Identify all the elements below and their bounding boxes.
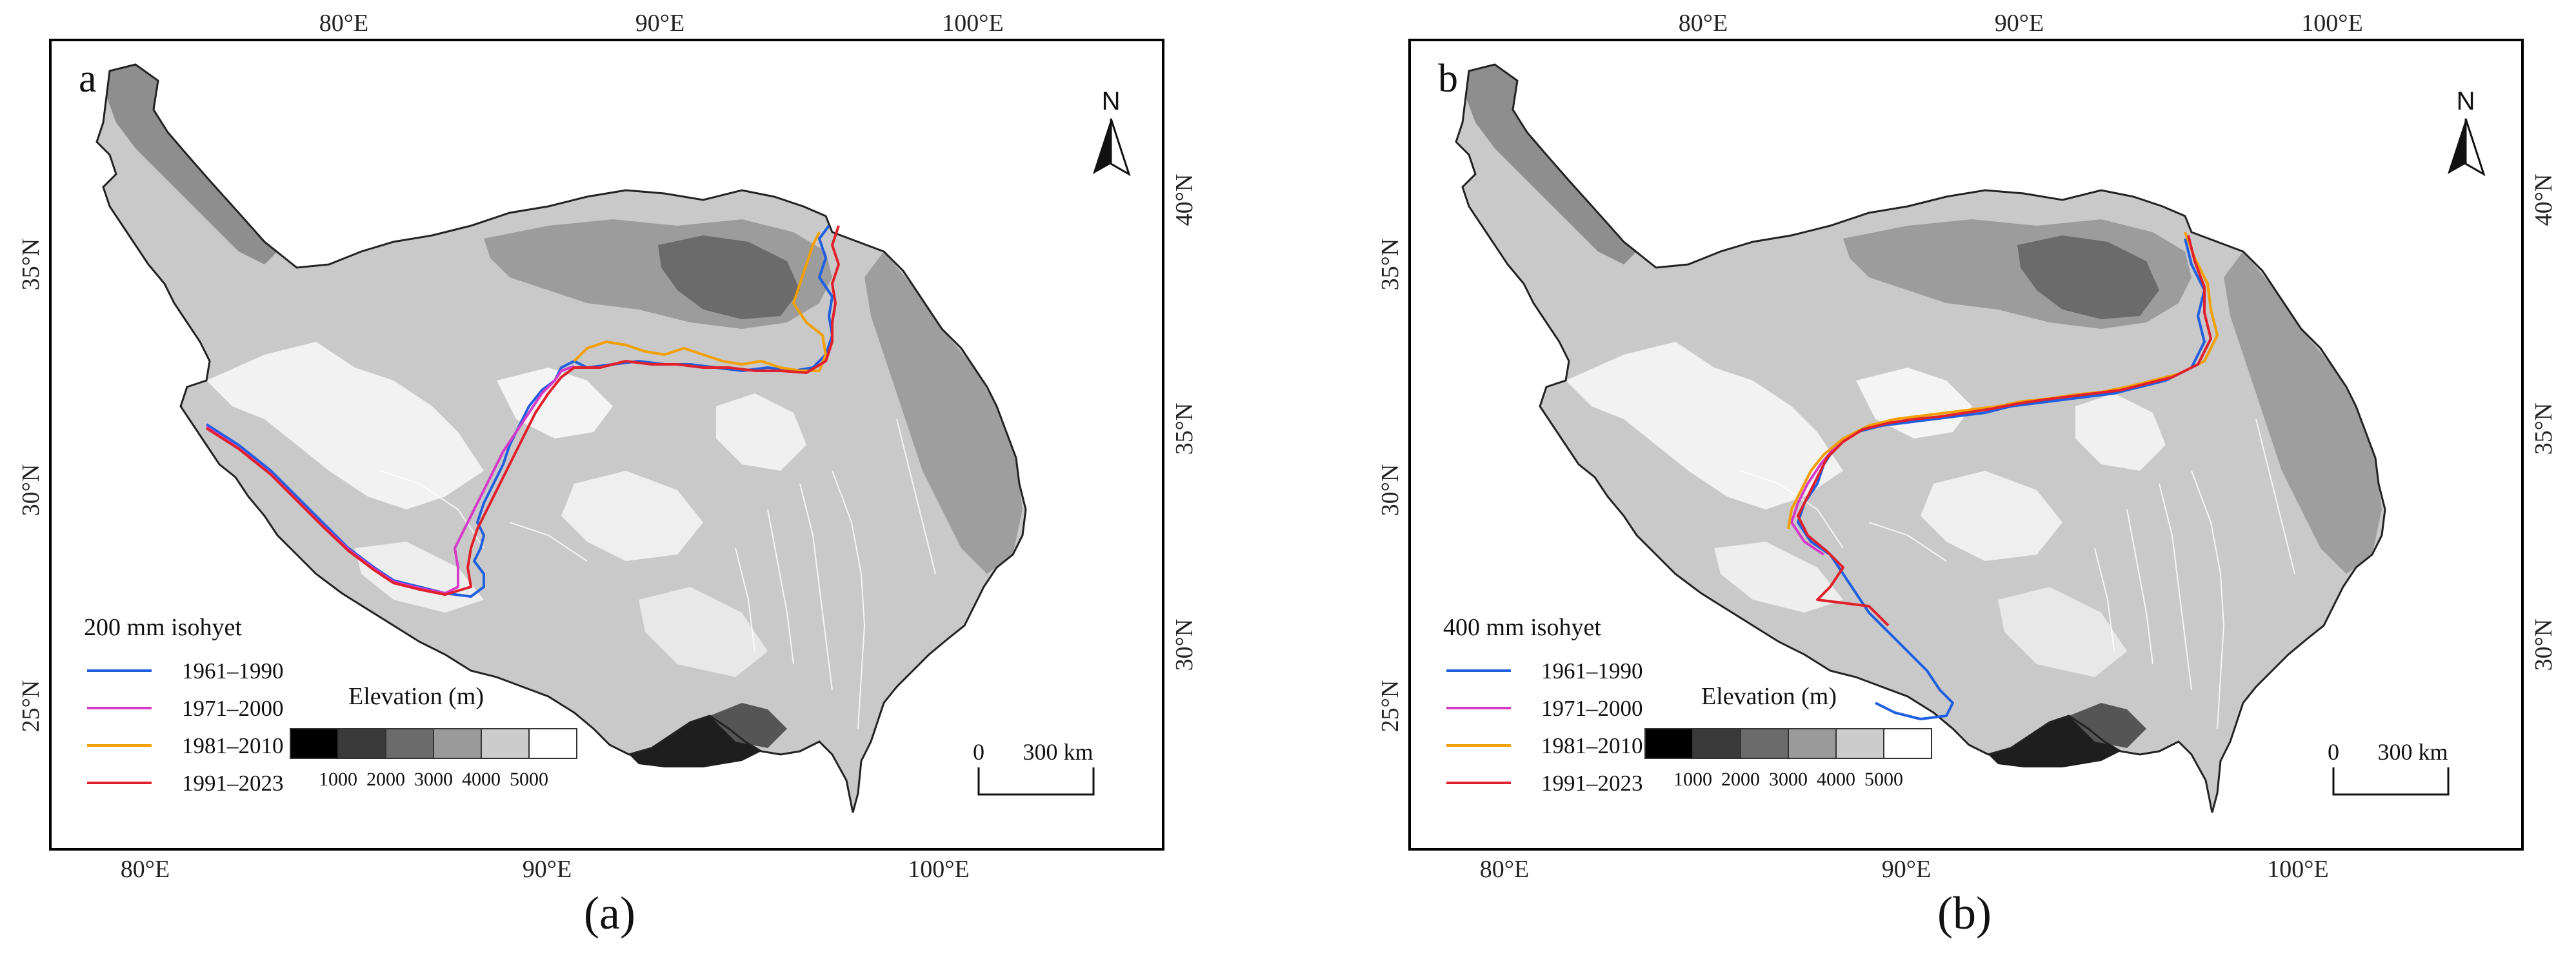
legend-item-1961-1990: 1961–1990 [87, 658, 284, 684]
svg-text:80°E: 80°E [319, 10, 368, 37]
svg-text:3000: 3000 [414, 769, 453, 790]
svg-text:300 km: 300 km [1023, 739, 1093, 765]
svg-text:35°N: 35°N [1377, 239, 1404, 291]
svg-text:Elevation (m): Elevation (m) [348, 683, 484, 710]
svg-text:100°E: 100°E [2267, 856, 2328, 883]
terrain-map [1456, 64, 2385, 813]
svg-text:30°N: 30°N [1171, 619, 1198, 671]
svg-text:80°E: 80°E [121, 856, 170, 883]
panel-letter: b [1438, 57, 1458, 101]
svg-text:1991–2023: 1991–2023 [182, 771, 284, 796]
svg-text:N: N [1102, 87, 1121, 115]
svg-text:80°E: 80°E [1679, 10, 1728, 37]
legend-item-1971-2000: 1971–2000 [87, 696, 284, 721]
isohyet-1981-2010 [573, 232, 827, 372]
svg-text:1991–2023: 1991–2023 [1541, 771, 1643, 796]
elevation-legend: Elevation (m) 1000 2000 3000 4000 5000 [1644, 683, 1932, 790]
svg-text:0: 0 [973, 739, 984, 765]
legend-item-1991-2023: 1991–2023 [87, 771, 284, 796]
isohyet-1981-2010 [1787, 232, 2219, 529]
svg-text:2000: 2000 [1721, 769, 1760, 790]
svg-text:80°E: 80°E [1480, 856, 1529, 883]
svg-text:4000: 4000 [1817, 769, 1855, 790]
legend-item-1971-2000: 1971–2000 [1446, 696, 1643, 721]
svg-text:N: N [2457, 87, 2475, 115]
svg-text:30°N: 30°N [1377, 464, 1404, 517]
svg-text:1961–1990: 1961–1990 [182, 658, 284, 684]
north-arrow-icon: N [2448, 87, 2486, 177]
svg-text:30°N: 30°N [17, 464, 45, 517]
svg-text:400 mm isohyet: 400 mm isohyet [1443, 614, 1601, 641]
terrain-map [97, 64, 1026, 813]
scale-bar: 0 300 km [973, 739, 1095, 796]
panel-caption: (b) [1937, 887, 1992, 939]
svg-text:1981–2010: 1981–2010 [1541, 733, 1643, 758]
svg-text:25°N: 25°N [1377, 680, 1404, 733]
lat-ticks-left: 35°N 30°N 25°N [17, 239, 45, 733]
legend-item-1981-2010: 1981–2010 [87, 733, 284, 758]
lon-ticks-top: 80°E 90°E 100°E [319, 10, 1004, 37]
legend-item-1981-2010: 1981–2010 [1446, 733, 1643, 758]
svg-text:200 mm isohyet: 200 mm isohyet [84, 614, 242, 641]
scale-bar: 0 300 km [2328, 739, 2450, 796]
svg-text:1971–2000: 1971–2000 [182, 696, 284, 721]
svg-text:5000: 5000 [510, 769, 548, 790]
svg-text:100°E: 100°E [2301, 10, 2362, 37]
lon-ticks-bottom: 80°E 90°E 100°E [1480, 856, 2329, 883]
svg-text:2000: 2000 [366, 769, 405, 790]
svg-text:35°N: 35°N [2530, 403, 2557, 455]
panel-a: a 80°E 90°E 100°E 80°E 90°E 100°E 35°N 3… [17, 10, 1198, 939]
svg-text:40°N: 40°N [2530, 174, 2557, 226]
svg-text:0: 0 [2328, 739, 2339, 765]
svg-text:25°N: 25°N [17, 680, 45, 733]
svg-text:90°E: 90°E [523, 856, 572, 883]
lat-ticks-right: 40°N 35°N 30°N [1171, 174, 1198, 671]
svg-text:Elevation (m): Elevation (m) [1701, 683, 1837, 710]
isohyet-1971-2000 [1790, 431, 1857, 556]
lat-ticks-left: 35°N 30°N 25°N [1377, 239, 1404, 733]
svg-text:300 km: 300 km [2377, 739, 2448, 765]
svg-text:35°N: 35°N [17, 239, 45, 291]
svg-text:100°E: 100°E [908, 856, 969, 883]
svg-text:35°N: 35°N [1171, 403, 1198, 455]
svg-text:90°E: 90°E [1882, 856, 1931, 883]
svg-text:1981–2010: 1981–2010 [182, 733, 284, 758]
svg-text:5000: 5000 [1864, 769, 1903, 790]
svg-text:100°E: 100°E [942, 10, 1003, 37]
elevation-legend: Elevation (m) 1000 2000 3000 4000 5000 [290, 683, 577, 790]
panel-letter: a [79, 57, 97, 101]
legend-item-1991-2023: 1991–2023 [1446, 771, 1643, 796]
svg-text:1971–2000: 1971–2000 [1541, 696, 1643, 721]
svg-text:1000: 1000 [319, 769, 357, 790]
isohyet-legend: 400 mm isohyet 1961–1990 1971–2000 1981–… [1443, 614, 1643, 796]
isohyet-1991-2023 [205, 225, 840, 596]
isohyet-legend: 200 mm isohyet 1961–1990 1971–2000 1981–… [84, 614, 284, 796]
lat-ticks-right: 40°N 35°N 30°N [2530, 174, 2557, 671]
panel-caption: (a) [584, 887, 635, 939]
svg-text:90°E: 90°E [635, 10, 684, 37]
lon-ticks-top: 80°E 90°E 100°E [1679, 10, 2363, 37]
panel-b: b 80°E 90°E 100°E 80°E 90°E 100°E 35°N 3… [1377, 10, 2557, 939]
svg-text:40°N: 40°N [1171, 174, 1198, 226]
svg-text:1000: 1000 [1673, 769, 1712, 790]
isohyet-1991-2023 [1797, 235, 2212, 627]
svg-text:3000: 3000 [1769, 769, 1808, 790]
north-arrow-icon: N [1093, 87, 1131, 177]
svg-text:30°N: 30°N [2530, 619, 2557, 671]
lon-ticks-bottom: 80°E 90°E 100°E [121, 856, 970, 883]
legend-item-1961-1990: 1961–1990 [1446, 658, 1643, 684]
svg-text:4000: 4000 [462, 769, 501, 790]
svg-text:90°E: 90°E [1995, 10, 2044, 37]
svg-text:1961–1990: 1961–1990 [1541, 658, 1643, 684]
